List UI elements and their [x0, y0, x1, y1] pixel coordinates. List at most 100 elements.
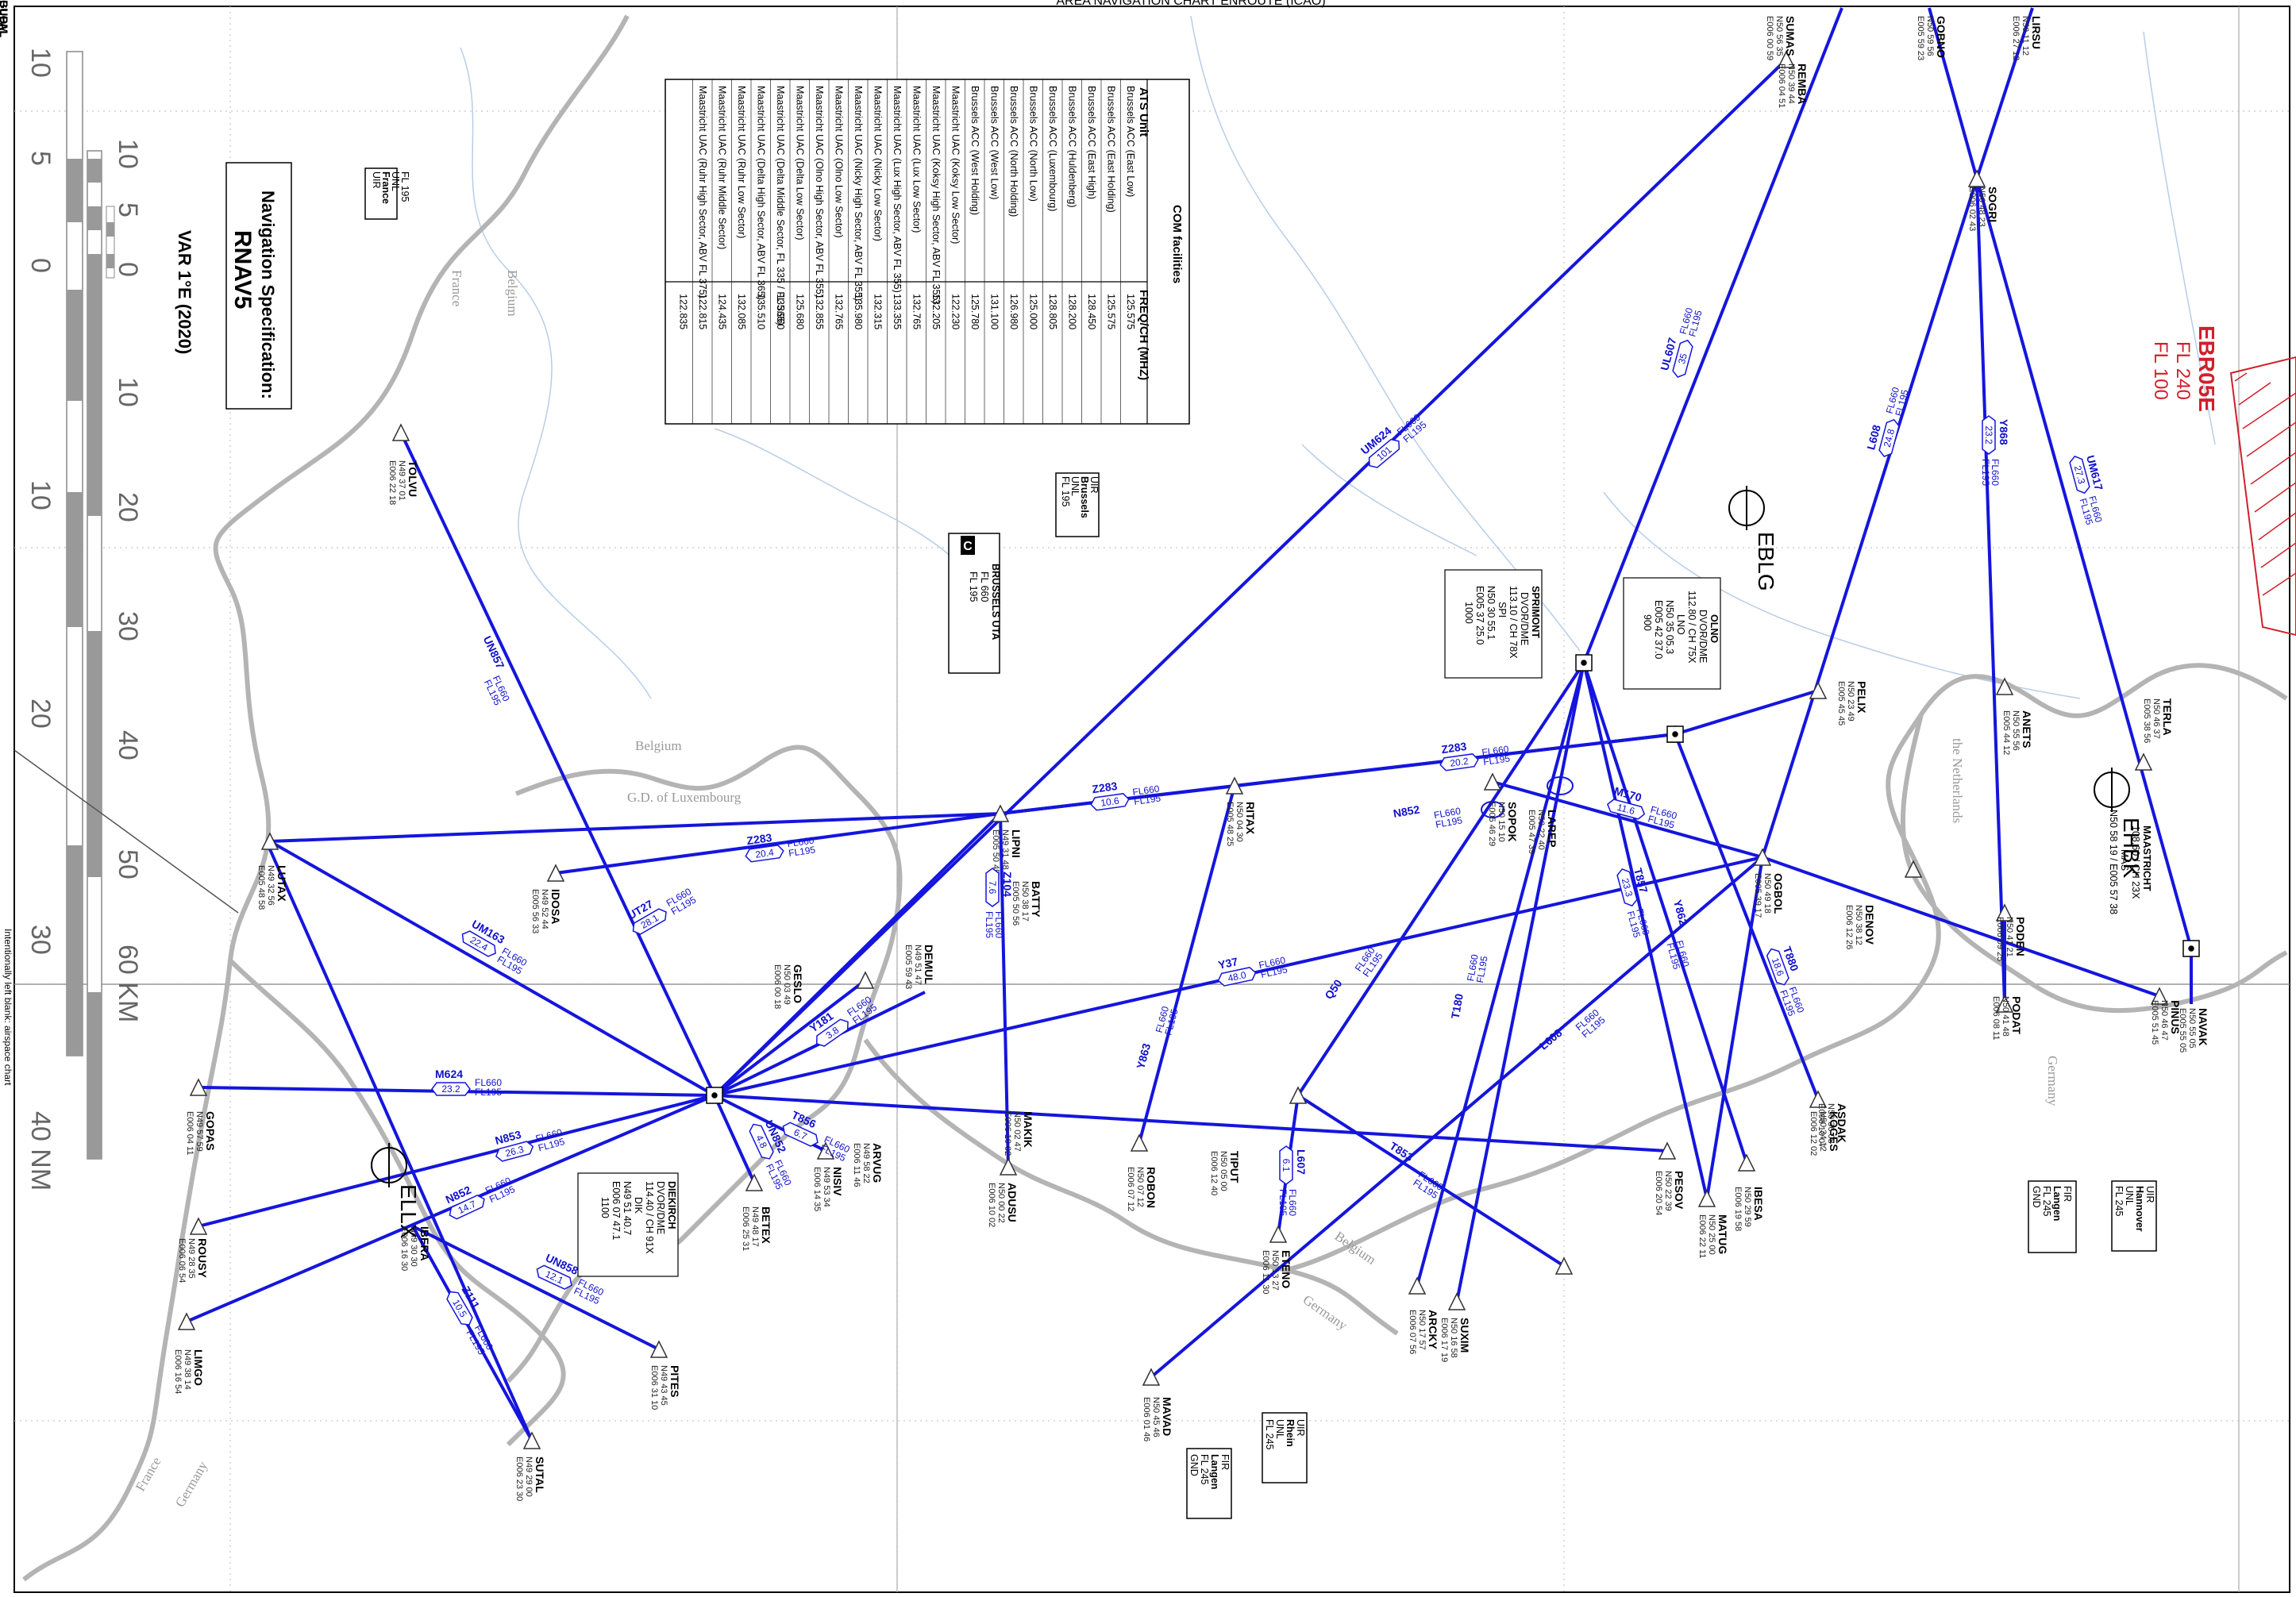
waypoint-lat: N49 53 34	[822, 1167, 831, 1207]
waypoint-lat: N50 22 40	[1536, 810, 1546, 850]
waypoint-name: SOPOK	[1506, 802, 1519, 842]
navaid-lno-name: OLNO	[1709, 614, 1720, 643]
waypoint-lat: N50 05 00	[1219, 1151, 1228, 1191]
waypoint-lat: N49 48 17	[750, 1206, 760, 1247]
border-france-belgium	[22, 14, 630, 1582]
com-table-freq: 133.355	[892, 294, 903, 329]
fir-box-langen-east-l3: FL 245	[2041, 1186, 2052, 1217]
waypoint-lon: E006 23 30	[514, 1457, 524, 1501]
waypoint-lat: N49 30 30	[409, 1226, 418, 1267]
scale-km-40: 40	[113, 730, 143, 760]
waypoint-lon: E005 48 25	[1225, 802, 1235, 846]
waypoint-name: PESOV	[1673, 1171, 1685, 1210]
uir-box-france: UIR France UNL FL 195	[364, 167, 410, 220]
com-table-freq: 132.765	[834, 294, 845, 329]
scale-km-10: 10	[113, 377, 143, 407]
com-table-row: Maastricht UAC (Lux Low Sector) 132.765	[911, 79, 926, 424]
waypoint-lat: N50 46 37	[2152, 698, 2161, 739]
airway-ut27	[269, 812, 1001, 843]
uir-box-france-l1: UIR	[371, 171, 382, 189]
scale-km-10a: 10	[25, 48, 56, 78]
waypoint-name: LIMGO	[192, 1349, 205, 1386]
waypoint-lon: E005 59 43	[903, 945, 913, 989]
waypoint-name: GLOM	[0, 0, 10, 33]
airway-id: T180	[1449, 992, 1466, 1019]
com-table-row: Brussels ACC (North Low) 125.000	[1028, 79, 1043, 424]
waypoint-name: LAREP	[1546, 810, 1558, 847]
navaid-lno-l4: LNO	[1675, 614, 1686, 635]
com-table-unit: Brussels ACC (Huldenberg)	[1067, 86, 1078, 208]
com-table-col2: FREQ/CH (MHZ)	[1137, 290, 1150, 380]
com-table-row: Brussels ACC (North Holding) 126.980	[1008, 79, 1024, 424]
com-table-freq: 132.315	[873, 294, 884, 329]
waypoint-lon: E006 04 51	[1777, 63, 1786, 108]
waypoint-name: SUXIM	[1458, 1318, 1471, 1353]
airway-id: Z283	[1091, 779, 1118, 795]
waypoint-label: BUPAL	[0, 0, 10, 38]
waypoint-lat: N50 23 49	[1846, 681, 1855, 722]
airway-upper-limit: FL660	[475, 1077, 502, 1088]
waypoint-name: MATUG	[1716, 1214, 1729, 1254]
airway-upper-limit: FL660	[1990, 459, 2001, 486]
waypoint-lat: N50 15 10	[1497, 802, 1506, 842]
waypoint-lat: N49 57 59	[195, 1111, 204, 1152]
com-table-freq: 128.200	[1067, 294, 1078, 329]
waypoint-name: IBESA	[1752, 1187, 1765, 1221]
airway-lower-limit: FL195	[984, 911, 995, 938]
waypoint-label: BUB	[0, 0, 10, 24]
nav-spec-line1: Navigation Specification:	[258, 190, 278, 399]
uir-box-hannover-l3: UNL	[2124, 1186, 2135, 1206]
waypoint-name: ROUSY	[196, 1238, 209, 1278]
waypoint-lat: N50 11 12	[2021, 16, 2030, 56]
waypoint-lon: E005 38 56	[2142, 698, 2152, 743]
scale-nm-10: 10	[25, 480, 56, 510]
airway-distance: 20.2	[1449, 756, 1469, 769]
com-table-row: Maastricht UAC (Lux High Sector, ABV FL …	[892, 79, 907, 424]
airport-label-ehbk: EHBK	[2119, 818, 2144, 879]
svg-text:C: C	[963, 540, 973, 553]
com-table-unit: Maastricht UAC (Olno Low Sector)	[834, 86, 845, 238]
airway-un858	[268, 849, 534, 1441]
scale-km-10b: 10	[113, 139, 143, 169]
waypoint-name: TOLVU	[406, 460, 419, 497]
waypoint-lat: N50 45 46	[1151, 1397, 1161, 1437]
waypoint-lat: N50 41 48	[2001, 996, 2010, 1037]
scale-nm-40: 40 NM	[25, 1111, 56, 1191]
waypoint-lat: N49 29 00	[524, 1457, 534, 1497]
fir-box-langen-east-l4: GND	[2031, 1186, 2042, 1208]
waypoint-name: BATTY	[1030, 881, 1042, 918]
waypoint-lon: E006 25 31	[741, 1206, 750, 1251]
airway-id: Y863	[1134, 1041, 1153, 1070]
airway-y863	[1138, 785, 1236, 1144]
waypoint-lat: N50 39 44	[1786, 63, 1796, 104]
com-table-row: Brussels ACC (East Holding) 125.575	[1106, 79, 1121, 424]
uir-box-hannover-l2: Hannover	[2134, 1186, 2145, 1232]
waypoint-lon: E006 10 02	[1003, 1111, 1012, 1156]
waypoint-lat: N49 43 45	[659, 1365, 668, 1406]
fir-box-langen-east-l1: FIR	[2062, 1186, 2073, 1202]
waypoint-lon: E006 06 54	[177, 1238, 187, 1283]
airport-label-ellx: ELLX	[396, 1184, 421, 1239]
com-table-row: Brussels ACC (Luxembourg) 128.805	[1047, 79, 1063, 424]
navaid-label-mas: MAASTRICHT 108.60 / CH 23X MAS N50 58 19…	[2108, 810, 2152, 914]
waypoint-lon: E006 14 35	[812, 1167, 822, 1211]
waypoint-lon: E006 12 26	[1844, 905, 1854, 949]
waypoint-name: IDOSA	[549, 889, 562, 924]
border-belgium-germany	[1285, 663, 2288, 1272]
